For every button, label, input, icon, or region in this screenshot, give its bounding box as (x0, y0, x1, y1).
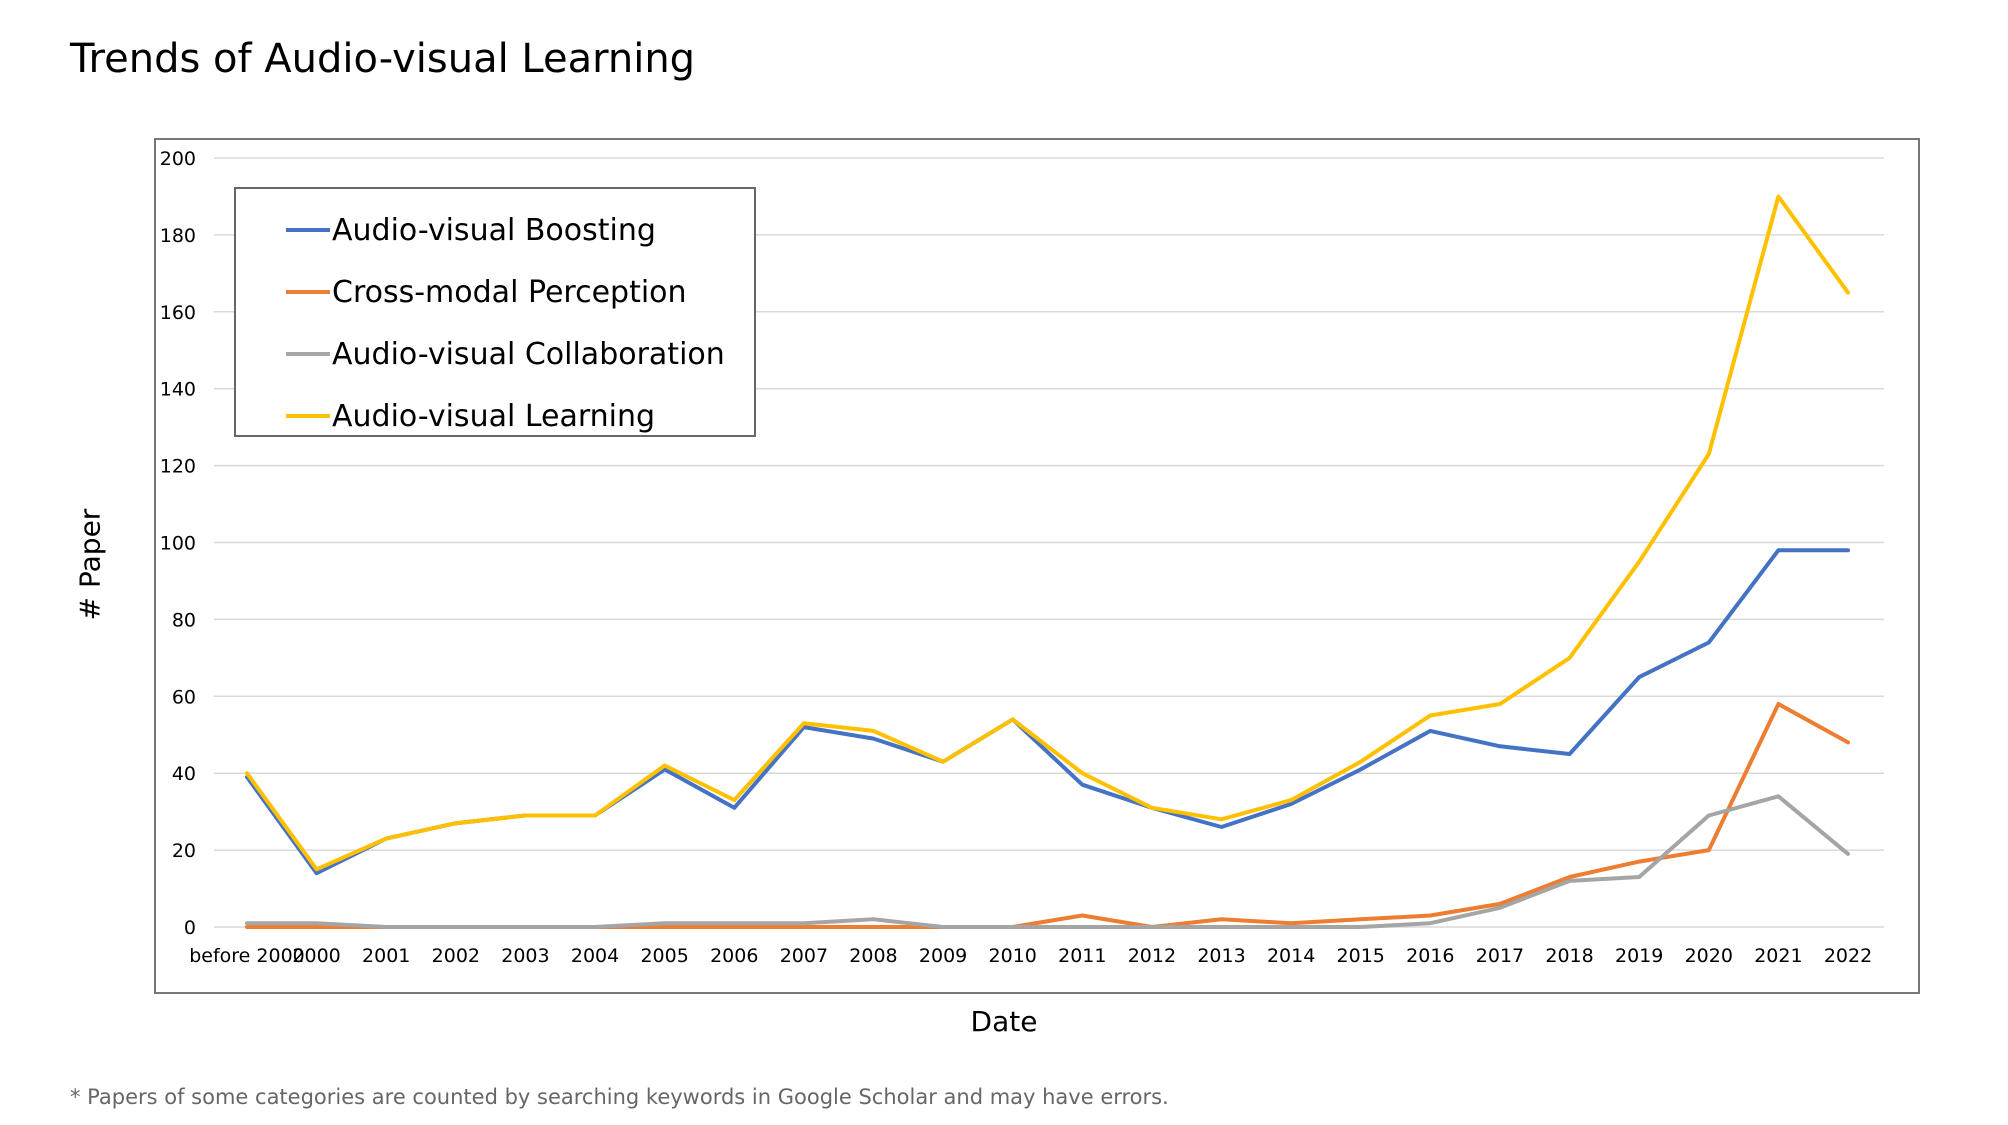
page-title: Trends of Audio-visual Learning (70, 36, 696, 82)
x-tick-label: 2016 (1406, 945, 1454, 967)
x-tick-label: 2012 (1128, 945, 1176, 967)
y-tick-label: 200 (160, 148, 196, 170)
x-tick-label: 2000 (292, 945, 340, 967)
x-tick-label: 2014 (1267, 945, 1315, 967)
legend-swatch (286, 352, 330, 356)
x-tick-label: 2017 (1476, 945, 1524, 967)
x-tick-label: 2019 (1615, 945, 1663, 967)
y-tick-label: 100 (160, 533, 196, 555)
y-tick-label: 120 (160, 456, 196, 478)
series-line-audio-visual-learning (245, 194, 1850, 872)
legend-item: Audio-visual Boosting (236, 199, 754, 261)
x-tick-label: 2009 (919, 945, 967, 967)
legend: Audio-visual Boosting Cross-modal Percep… (234, 187, 756, 437)
x-tick-label: 2007 (780, 945, 828, 967)
legend-label: Cross-modal Perception (332, 274, 687, 310)
series-line-audio-visual-collaboration (245, 794, 1850, 929)
x-tick-label: 2021 (1754, 945, 1802, 967)
legend-swatch (286, 228, 330, 232)
legend-label: Audio-visual Learning (332, 398, 656, 434)
series-line-cross-modal-perception (245, 702, 1850, 929)
legend-item: Audio-visual Collaboration (236, 323, 754, 385)
y-tick-label: 140 (160, 379, 196, 401)
chart-frame (154, 138, 1920, 994)
x-tick-label: 2010 (989, 945, 1037, 967)
x-tick-label: 2003 (501, 945, 549, 967)
x-tick-label: 2008 (849, 945, 897, 967)
legend-label: Audio-visual Collaboration (332, 336, 725, 372)
x-axis-label: Date (970, 1005, 1038, 1038)
x-tick-label: 2015 (1337, 945, 1385, 967)
y-tick-label: 40 (172, 763, 196, 785)
series-line-audio-visual-boosting (245, 548, 1850, 876)
y-tick-label: 180 (160, 225, 196, 247)
y-tick-label: 60 (172, 686, 196, 708)
legend-swatch (286, 414, 330, 418)
x-tick-label: 2001 (362, 945, 410, 967)
x-tick-label: 2006 (710, 945, 758, 967)
y-tick-label: 20 (172, 840, 196, 862)
y-tick-label: 0 (184, 917, 196, 939)
legend-swatch (286, 290, 330, 294)
x-tick-label: 2002 (432, 945, 480, 967)
footnote: * Papers of some categories are counted … (70, 1085, 1169, 1109)
x-tick-label: 2022 (1824, 945, 1872, 967)
x-tick-label: 2005 (640, 945, 688, 967)
legend-item: Audio-visual Learning (236, 385, 754, 447)
x-tick-label: 2011 (1058, 945, 1106, 967)
x-tick-label: 2018 (1545, 945, 1593, 967)
x-tick-label: 2013 (1197, 945, 1245, 967)
legend-label: Audio-visual Boosting (332, 212, 656, 248)
x-tick-label: 2004 (571, 945, 619, 967)
y-tick-labels: 0 20 40 60 80 100 120 140 160 180 200 (160, 148, 196, 939)
x-tick-label: before 2000 (189, 945, 305, 967)
series-lines (245, 194, 1850, 929)
x-tick-label: 2020 (1685, 945, 1733, 967)
y-tick-label: 80 (172, 609, 196, 631)
legend-item: Cross-modal Perception (236, 261, 754, 323)
y-tick-label: 160 (160, 302, 196, 324)
